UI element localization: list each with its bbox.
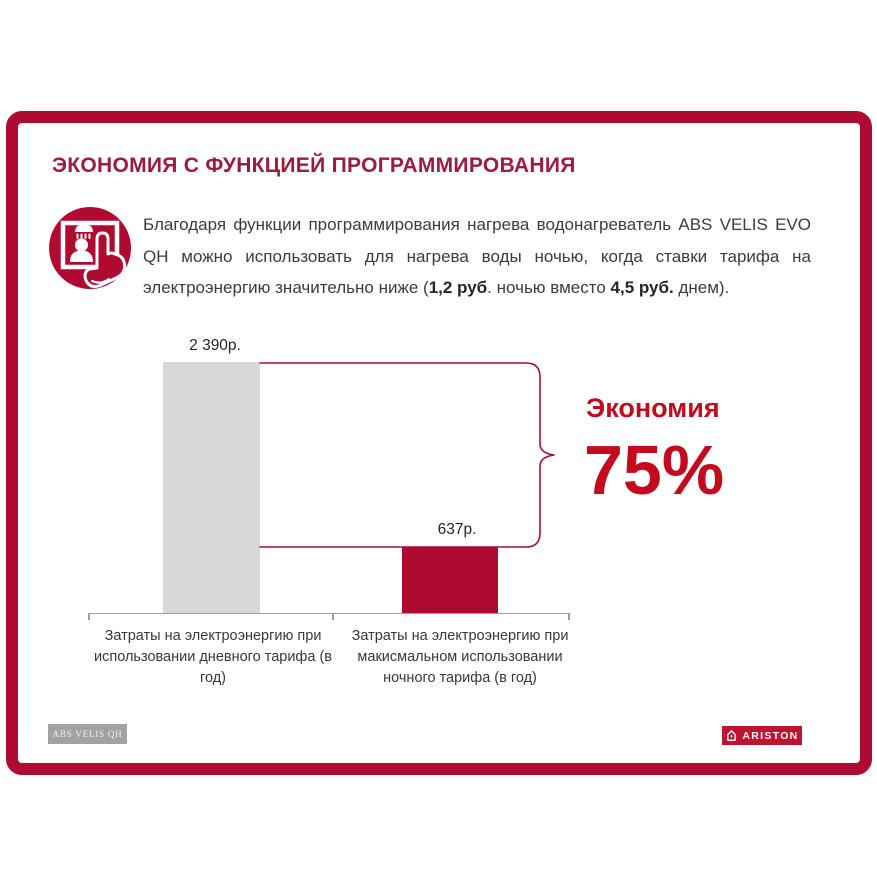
intro-paragraph: Благодаря функции программирования нагре… — [143, 209, 811, 304]
savings-brace — [259, 362, 555, 548]
bar-day-tariff — [163, 362, 260, 614]
slide-frame — [6, 111, 872, 775]
bar-night-tariff — [402, 547, 498, 614]
axis-tick — [88, 613, 90, 620]
slide-title: ЭКОНОМИЯ С ФУНКЦИЕЙ ПРОГРАММИРОВАНИЯ — [52, 154, 576, 177]
intro-text-part: днем). — [673, 278, 730, 297]
bar-value-label-day: 2 390р. — [189, 337, 241, 354]
axis-tick — [568, 613, 570, 620]
ariston-house-icon — [727, 730, 737, 741]
ariston-logo-text: ARISTON — [742, 729, 799, 742]
bar-value-label-night: 637р. — [437, 521, 477, 538]
intro-text-bold-night-rate: 1,2 руб — [428, 278, 488, 297]
savings-label: Экономия — [586, 393, 720, 423]
category-label-night: Затраты на электроэнергию при макисмальн… — [351, 628, 569, 686]
axis-tick — [332, 613, 334, 620]
category-axis — [88, 613, 569, 614]
category-label-day: Затраты на электроэнергию при использова… — [94, 628, 332, 686]
savings-percent: 75% — [584, 431, 725, 509]
model-badge: ABS VELIS QH — [48, 724, 127, 744]
intro-text-bold-day-rate: 4,5 руб. — [610, 278, 674, 297]
touchscreen-programming-icon — [48, 206, 132, 290]
ariston-logo: ARISTON — [722, 726, 802, 745]
intro-text-part: . ночью вместо — [487, 278, 611, 297]
intro-text-part: Благодаря функции программирования нагре… — [143, 215, 811, 297]
